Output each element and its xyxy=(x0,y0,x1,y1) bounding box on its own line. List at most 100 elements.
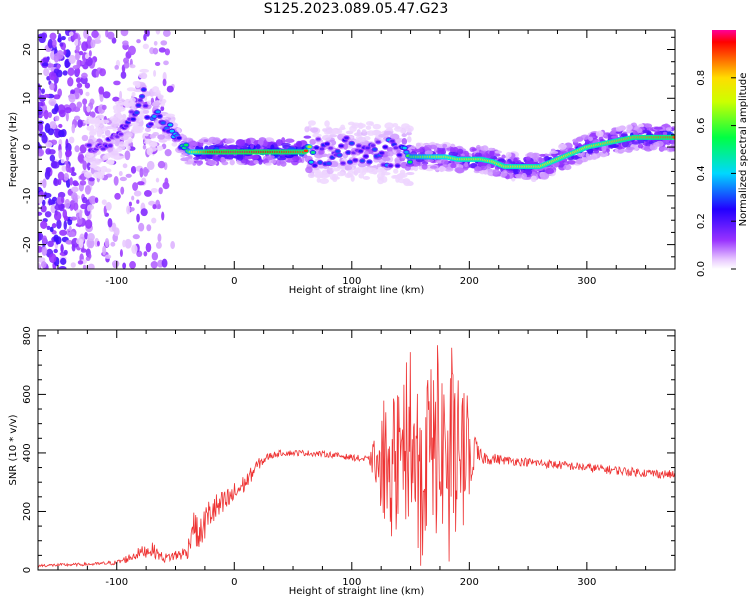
spectrogram-cell xyxy=(335,149,340,153)
spectrogram-cell xyxy=(74,38,79,46)
spectrogram-cell xyxy=(353,167,361,174)
spectrogram-cell xyxy=(44,122,51,133)
spectrogram-cell xyxy=(49,154,56,162)
spectrogram-cell xyxy=(146,224,152,232)
spectrogram-cell xyxy=(59,229,68,236)
spectrogram-cell xyxy=(83,171,93,178)
spectrogram-cell xyxy=(314,146,319,150)
spectrogram-cell xyxy=(229,159,235,166)
spectrogram-cell xyxy=(81,196,88,204)
spectrogram-ylabel: Frequency (Hz) xyxy=(8,112,19,188)
spectrogram-cell xyxy=(201,154,207,159)
spectrogram-cell xyxy=(65,163,70,173)
colorbar-label: Normalized spectral amplitude xyxy=(738,73,749,227)
spectrogram-cell xyxy=(161,211,165,221)
spectrogram-cells xyxy=(38,30,675,269)
spectrogram-cell xyxy=(668,139,675,145)
spectrogram-cell xyxy=(67,231,76,238)
spectrogram-cell xyxy=(84,82,91,89)
spectrogram-cell xyxy=(415,148,424,153)
spectrogram-cell xyxy=(38,122,44,133)
spectrogram-cell xyxy=(393,168,399,174)
spectrogram-cell xyxy=(344,136,349,140)
spectrogram-cell xyxy=(43,192,52,198)
spectrogram-cell xyxy=(620,133,628,137)
spectrogram-cell xyxy=(203,139,209,143)
spectrogram-cell xyxy=(133,190,142,197)
spectrogram-cell xyxy=(106,31,115,40)
spectrogram-cell xyxy=(48,253,57,264)
spectrogram-cell xyxy=(365,146,370,150)
spectrogram-cell xyxy=(86,143,92,147)
spectrogram-cell xyxy=(38,148,45,157)
spectrogram-cell xyxy=(140,72,148,80)
spectrogram-cell xyxy=(49,121,57,130)
spectrogram-cell xyxy=(303,135,312,139)
spectrogram-cell xyxy=(102,245,107,256)
spectrogram-cell xyxy=(385,128,394,132)
spectrogram-cell xyxy=(125,173,132,178)
spectrogram-cell xyxy=(160,40,168,46)
spectrogram-cell xyxy=(41,62,49,67)
spectrogram-cell xyxy=(384,130,393,136)
spectrogram-cell xyxy=(575,159,583,165)
spectrogram-cell xyxy=(43,109,49,120)
spectrogram-cell xyxy=(397,153,402,157)
spectrogram-xtick-label: 300 xyxy=(577,276,596,287)
spectrogram-cell xyxy=(99,68,107,77)
spectrogram-cell xyxy=(77,260,84,265)
spectrogram-cell xyxy=(525,160,535,166)
spectrogram-cell xyxy=(328,146,333,150)
colorbar-tick-label: 0.2 xyxy=(696,213,707,229)
spectrogram-cell xyxy=(157,203,162,210)
spectrogram-cell xyxy=(514,173,523,178)
spectrogram-cell xyxy=(395,176,400,183)
spectrogram-cell xyxy=(587,147,594,154)
spectrogram-cell xyxy=(121,113,127,120)
spectrogram-cell xyxy=(151,251,159,261)
spectrogram-cell xyxy=(76,101,83,109)
spectrogram-cell xyxy=(96,114,105,119)
spectrogram-cell xyxy=(76,67,81,75)
spectrogram-cell xyxy=(53,94,61,100)
spectrogram-cell xyxy=(332,128,338,135)
spectrogram-cell xyxy=(479,165,488,171)
spectrogram-cell xyxy=(78,51,84,56)
spectrogram-cell xyxy=(76,82,83,89)
spectrogram-cell xyxy=(322,128,327,132)
spectrogram-cell xyxy=(41,134,48,144)
spectrogram-cell xyxy=(86,105,91,113)
spectrogram-cell xyxy=(130,117,136,121)
spectrogram-cell xyxy=(136,213,140,223)
spectrogram-cell xyxy=(101,134,106,139)
spectrogram-cell xyxy=(59,42,64,47)
spectrogram-cell xyxy=(50,160,58,169)
spectrogram-cell xyxy=(142,166,149,177)
spectrogram-cell xyxy=(60,196,65,204)
spectrogram-cell xyxy=(558,143,567,150)
spectrogram-cell xyxy=(53,211,62,221)
spectrogram-cell xyxy=(212,137,221,145)
spectrogram-cell xyxy=(277,156,287,161)
spectrogram-cell xyxy=(111,260,120,268)
spectrogram-ytick-label: 20 xyxy=(22,43,33,56)
spectrogram-cell xyxy=(169,129,175,133)
spectrogram-cell xyxy=(157,114,162,118)
spectrogram-cell xyxy=(659,146,669,151)
spectrogram-cell xyxy=(78,239,84,249)
spectrogram-cell xyxy=(609,144,619,148)
spectrogram-cell xyxy=(525,156,531,162)
spectrogram-cell xyxy=(108,159,115,166)
spectrogram-cell xyxy=(312,133,322,138)
spectrogram-cell xyxy=(539,153,546,157)
spectrogram-cell xyxy=(89,128,97,135)
spectrogram-cell xyxy=(344,165,353,171)
spectrogram-xtick-label: 200 xyxy=(460,276,479,287)
spectrogram-cell xyxy=(196,161,202,166)
spectrogram-cell xyxy=(646,127,653,131)
spectrogram-cell xyxy=(120,186,125,195)
spectrogram-cell xyxy=(144,127,152,133)
spectrogram-ytick-label: 10 xyxy=(22,92,33,105)
spectrogram-cell xyxy=(382,156,391,162)
spectrogram-cell xyxy=(224,138,235,144)
